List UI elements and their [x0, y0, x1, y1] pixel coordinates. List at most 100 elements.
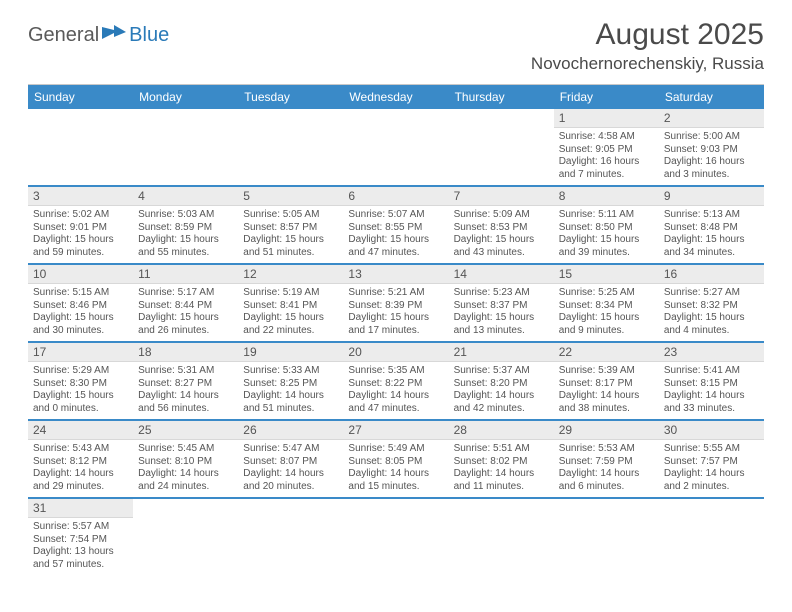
sunrise-line: Sunrise: 5:02 AM: [33, 209, 128, 222]
day-cell: [133, 499, 238, 575]
daylight-line-2: and 26 minutes.: [138, 325, 233, 338]
date-number: 29: [554, 421, 659, 440]
sunrise-line: Sunrise: 5:07 AM: [348, 209, 443, 222]
sunrise-line: Sunrise: 5:19 AM: [243, 287, 338, 300]
sunset-line: Sunset: 9:01 PM: [33, 222, 128, 235]
daylight-line-2: and 47 minutes.: [348, 403, 443, 416]
daylight-line-2: and 42 minutes.: [454, 403, 549, 416]
daylight-line-1: Daylight: 14 hours: [559, 390, 654, 403]
day-cell: 22Sunrise: 5:39 AMSunset: 8:17 PMDayligh…: [554, 343, 659, 419]
sunset-line: Sunset: 8:34 PM: [559, 300, 654, 313]
week-row: 24Sunrise: 5:43 AMSunset: 8:12 PMDayligh…: [28, 421, 764, 499]
day-info: Sunrise: 5:21 AMSunset: 8:39 PMDaylight:…: [343, 284, 448, 341]
day-cell: 4Sunrise: 5:03 AMSunset: 8:59 PMDaylight…: [133, 187, 238, 263]
daylight-line-2: and 56 minutes.: [138, 403, 233, 416]
daylight-line-1: Daylight: 14 hours: [348, 468, 443, 481]
dayhdr-wed: Wednesday: [343, 85, 448, 109]
day-cell: 23Sunrise: 5:41 AMSunset: 8:15 PMDayligh…: [659, 343, 764, 419]
day-info: Sunrise: 5:00 AMSunset: 9:03 PMDaylight:…: [659, 128, 764, 185]
dayhdr-sat: Saturday: [659, 85, 764, 109]
daylight-line-1: Daylight: 15 hours: [33, 390, 128, 403]
daylight-line-2: and 22 minutes.: [243, 325, 338, 338]
sunset-line: Sunset: 8:25 PM: [243, 378, 338, 391]
date-number: 18: [133, 343, 238, 362]
day-cell: [343, 499, 448, 575]
sunrise-line: Sunrise: 5:29 AM: [33, 365, 128, 378]
sunset-line: Sunset: 8:05 PM: [348, 456, 443, 469]
sunrise-line: Sunrise: 5:11 AM: [559, 209, 654, 222]
sunrise-line: Sunrise: 4:58 AM: [559, 131, 654, 144]
sunrise-line: Sunrise: 5:21 AM: [348, 287, 443, 300]
sunrise-line: Sunrise: 5:31 AM: [138, 365, 233, 378]
date-number: 12: [238, 265, 343, 284]
day-info: Sunrise: 5:39 AMSunset: 8:17 PMDaylight:…: [554, 362, 659, 419]
week-row: 3Sunrise: 5:02 AMSunset: 9:01 PMDaylight…: [28, 187, 764, 265]
sunrise-line: Sunrise: 5:13 AM: [664, 209, 759, 222]
day-cell: [238, 499, 343, 575]
dayhdr-tue: Tuesday: [238, 85, 343, 109]
header: General Blue August 2025 Novochernoreche…: [28, 18, 764, 74]
calendar: Sunday Monday Tuesday Wednesday Thursday…: [28, 84, 764, 575]
day-info: Sunrise: 5:25 AMSunset: 8:34 PMDaylight:…: [554, 284, 659, 341]
date-number: 14: [449, 265, 554, 284]
day-info: Sunrise: 5:02 AMSunset: 9:01 PMDaylight:…: [28, 206, 133, 263]
daylight-line-2: and 9 minutes.: [559, 325, 654, 338]
logo: General Blue: [28, 18, 169, 47]
daylight-line-1: Daylight: 15 hours: [454, 234, 549, 247]
daylight-line-1: Daylight: 15 hours: [559, 312, 654, 325]
date-number: 3: [28, 187, 133, 206]
daylight-line-2: and 57 minutes.: [33, 559, 128, 572]
day-info: Sunrise: 5:49 AMSunset: 8:05 PMDaylight:…: [343, 440, 448, 497]
date-number: 8: [554, 187, 659, 206]
sunrise-line: Sunrise: 5:41 AM: [664, 365, 759, 378]
daylight-line-2: and 13 minutes.: [454, 325, 549, 338]
sunset-line: Sunset: 8:48 PM: [664, 222, 759, 235]
day-cell: 3Sunrise: 5:02 AMSunset: 9:01 PMDaylight…: [28, 187, 133, 263]
sunset-line: Sunset: 8:32 PM: [664, 300, 759, 313]
sunset-line: Sunset: 7:57 PM: [664, 456, 759, 469]
sunset-line: Sunset: 7:59 PM: [559, 456, 654, 469]
date-number: 13: [343, 265, 448, 284]
day-info: Sunrise: 4:58 AMSunset: 9:05 PMDaylight:…: [554, 128, 659, 185]
date-number: 26: [238, 421, 343, 440]
day-cell: 1Sunrise: 4:58 AMSunset: 9:05 PMDaylight…: [554, 109, 659, 185]
day-cell: [659, 499, 764, 575]
sunrise-line: Sunrise: 5:00 AM: [664, 131, 759, 144]
sunset-line: Sunset: 8:44 PM: [138, 300, 233, 313]
day-info: Sunrise: 5:03 AMSunset: 8:59 PMDaylight:…: [133, 206, 238, 263]
day-cell: [343, 109, 448, 185]
sunrise-line: Sunrise: 5:55 AM: [664, 443, 759, 456]
dayhdr-mon: Monday: [133, 85, 238, 109]
daylight-line-1: Daylight: 14 hours: [243, 390, 338, 403]
daylight-line-2: and 29 minutes.: [33, 481, 128, 494]
day-cell: 25Sunrise: 5:45 AMSunset: 8:10 PMDayligh…: [133, 421, 238, 497]
day-info: Sunrise: 5:29 AMSunset: 8:30 PMDaylight:…: [28, 362, 133, 419]
daylight-line-1: Daylight: 15 hours: [138, 234, 233, 247]
page: General Blue August 2025 Novochernoreche…: [0, 0, 792, 585]
sunset-line: Sunset: 8:20 PM: [454, 378, 549, 391]
dayhdr-thu: Thursday: [449, 85, 554, 109]
sunset-line: Sunset: 8:46 PM: [33, 300, 128, 313]
daylight-line-2: and 59 minutes.: [33, 247, 128, 260]
day-info: Sunrise: 5:17 AMSunset: 8:44 PMDaylight:…: [133, 284, 238, 341]
sunrise-line: Sunrise: 5:51 AM: [454, 443, 549, 456]
day-cell: 29Sunrise: 5:53 AMSunset: 7:59 PMDayligh…: [554, 421, 659, 497]
title-block: August 2025 Novochernorechenskiy, Russia: [531, 18, 764, 74]
daylight-line-2: and 47 minutes.: [348, 247, 443, 260]
date-number: 19: [238, 343, 343, 362]
day-cell: 28Sunrise: 5:51 AMSunset: 8:02 PMDayligh…: [449, 421, 554, 497]
daylight-line-1: Daylight: 15 hours: [559, 234, 654, 247]
daylight-line-2: and 6 minutes.: [559, 481, 654, 494]
daylight-line-1: Daylight: 14 hours: [559, 468, 654, 481]
sunset-line: Sunset: 8:30 PM: [33, 378, 128, 391]
sunrise-line: Sunrise: 5:37 AM: [454, 365, 549, 378]
sunset-line: Sunset: 8:53 PM: [454, 222, 549, 235]
day-cell: 16Sunrise: 5:27 AMSunset: 8:32 PMDayligh…: [659, 265, 764, 341]
sunset-line: Sunset: 9:05 PM: [559, 144, 654, 157]
day-cell: [449, 109, 554, 185]
sunset-line: Sunset: 8:41 PM: [243, 300, 338, 313]
sunrise-line: Sunrise: 5:09 AM: [454, 209, 549, 222]
daylight-line-1: Daylight: 14 hours: [664, 468, 759, 481]
week-row: 31Sunrise: 5:57 AMSunset: 7:54 PMDayligh…: [28, 499, 764, 575]
daylight-line-1: Daylight: 16 hours: [664, 156, 759, 169]
